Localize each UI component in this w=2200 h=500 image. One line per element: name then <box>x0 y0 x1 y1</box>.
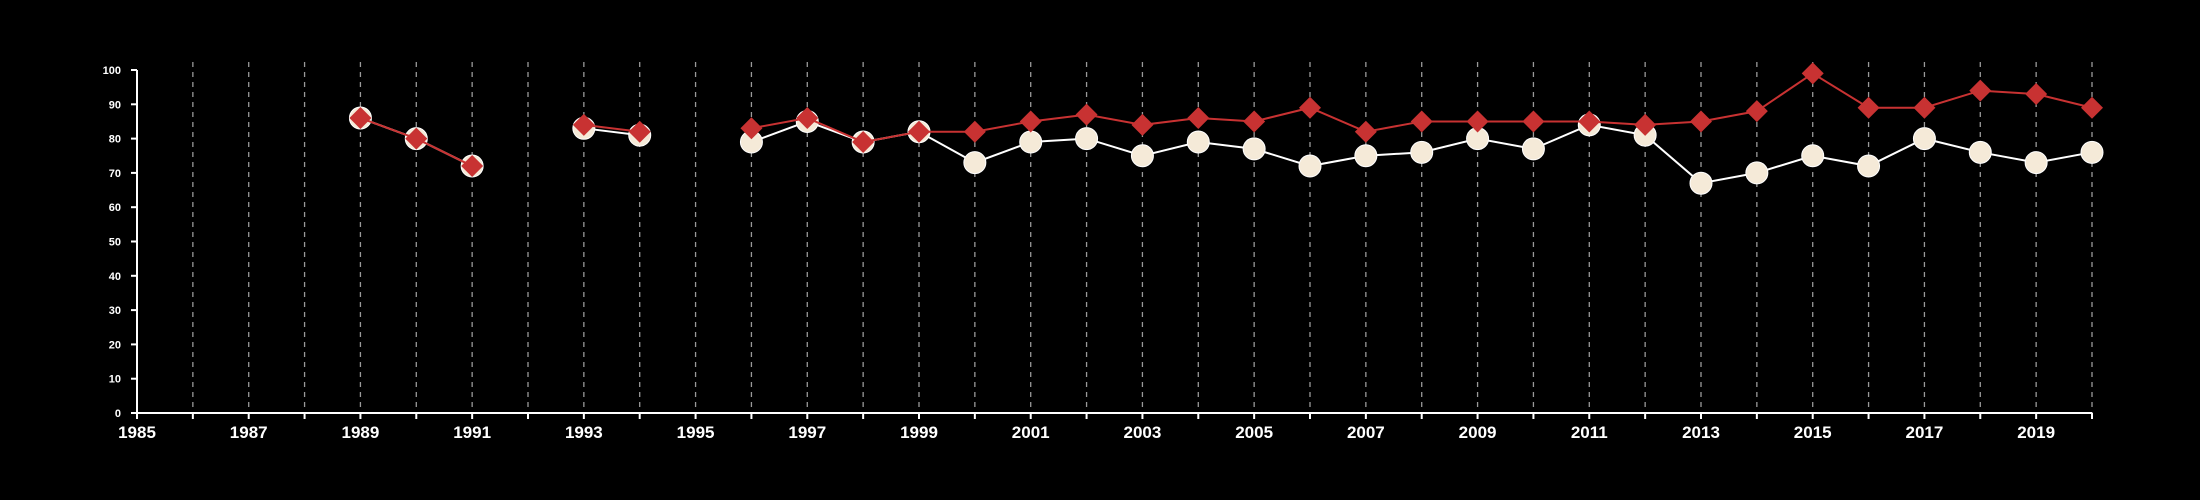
data-point <box>405 127 428 150</box>
y-tick-label: 90 <box>109 99 121 111</box>
data-point <box>1298 154 1322 178</box>
data-point <box>2080 140 2104 164</box>
x-tick-label: 2005 <box>1235 423 1273 442</box>
data-point <box>1801 144 1825 168</box>
x-tick-label: 2003 <box>1124 423 1162 442</box>
data-point <box>1187 107 1210 130</box>
x-tick-label: 2007 <box>1347 423 1385 442</box>
y-tick-label: 70 <box>109 168 121 180</box>
data-point <box>2081 96 2103 119</box>
data-point <box>1075 103 1098 126</box>
data-point <box>1968 140 1992 164</box>
x-tick-label: 2015 <box>1794 423 1832 442</box>
data-point <box>1634 113 1657 136</box>
y-tick-label: 0 <box>115 408 121 420</box>
data-point <box>1801 62 1824 85</box>
data-point <box>1521 137 1545 161</box>
data-point <box>349 107 372 130</box>
data-point <box>1745 161 1769 185</box>
data-point <box>1075 127 1099 151</box>
y-tick-label: 50 <box>109 237 121 249</box>
data-point <box>1354 120 1377 143</box>
gridlines <box>192 62 2093 413</box>
x-tick-label: 2013 <box>1682 423 1720 442</box>
data-point <box>1243 110 1266 133</box>
y-tick-label: 10 <box>109 374 121 386</box>
data-point <box>1745 100 1768 123</box>
x-tick-label: 2009 <box>1459 423 1497 442</box>
data-point <box>1410 110 1433 133</box>
data-point <box>1857 96 1880 119</box>
data-point <box>1130 144 1154 168</box>
x-tick-label: 2017 <box>1906 423 1944 442</box>
data-point <box>1242 137 1266 161</box>
data-point <box>1912 127 1936 151</box>
data-point <box>852 131 875 154</box>
data-point <box>1466 110 1489 133</box>
data-point <box>1410 140 1434 164</box>
x-tick-label: 1989 <box>342 423 380 442</box>
data-point <box>908 120 930 143</box>
data-point <box>2025 83 2048 106</box>
x-tick-label: 1997 <box>788 423 826 442</box>
series-group <box>348 62 2104 195</box>
data-point <box>963 120 986 143</box>
y-tick-label: 30 <box>109 305 121 317</box>
data-point <box>1689 171 1713 195</box>
series-2 <box>349 62 2103 178</box>
data-point <box>1019 130 1043 154</box>
data-point <box>740 117 763 140</box>
data-point <box>1913 96 1936 119</box>
y-tick-label: 40 <box>109 271 121 283</box>
data-point <box>963 151 987 175</box>
x-tick-label: 1993 <box>565 423 603 442</box>
data-point <box>628 120 651 143</box>
y-tick-label: 60 <box>109 202 121 214</box>
data-point <box>572 113 595 136</box>
x-tick-label: 1985 <box>118 423 156 442</box>
x-tick-label: 2011 <box>1571 423 1608 442</box>
axes: 1985 1987 1989 1991 1993 1995 1997 1999 2001 2003… <box>103 65 2093 442</box>
data-point <box>1522 110 1545 133</box>
x-tick-label: 2001 <box>1012 423 1050 442</box>
x-tick-label: 1991 <box>453 423 491 442</box>
data-point <box>1019 110 1042 133</box>
data-point <box>1969 79 1992 102</box>
y-tick-label: 20 <box>109 339 121 351</box>
x-tick-label: 2019 <box>2017 423 2055 442</box>
data-point <box>796 107 819 130</box>
x-tick-label: 1995 <box>677 423 715 442</box>
data-point <box>1131 113 1154 136</box>
y-tick-label: 100 <box>103 65 121 77</box>
data-point <box>461 155 484 178</box>
data-point <box>1299 96 1321 119</box>
x-tick-label: 1999 <box>900 423 938 442</box>
data-point <box>1690 110 1712 133</box>
data-point <box>1578 110 1601 133</box>
x-tick-label: 1987 <box>230 423 268 442</box>
data-point <box>1354 144 1378 168</box>
y-tick-label: 80 <box>109 134 121 146</box>
data-point <box>1857 154 1881 178</box>
data-point <box>2024 151 2048 175</box>
data-point <box>1186 130 1210 154</box>
